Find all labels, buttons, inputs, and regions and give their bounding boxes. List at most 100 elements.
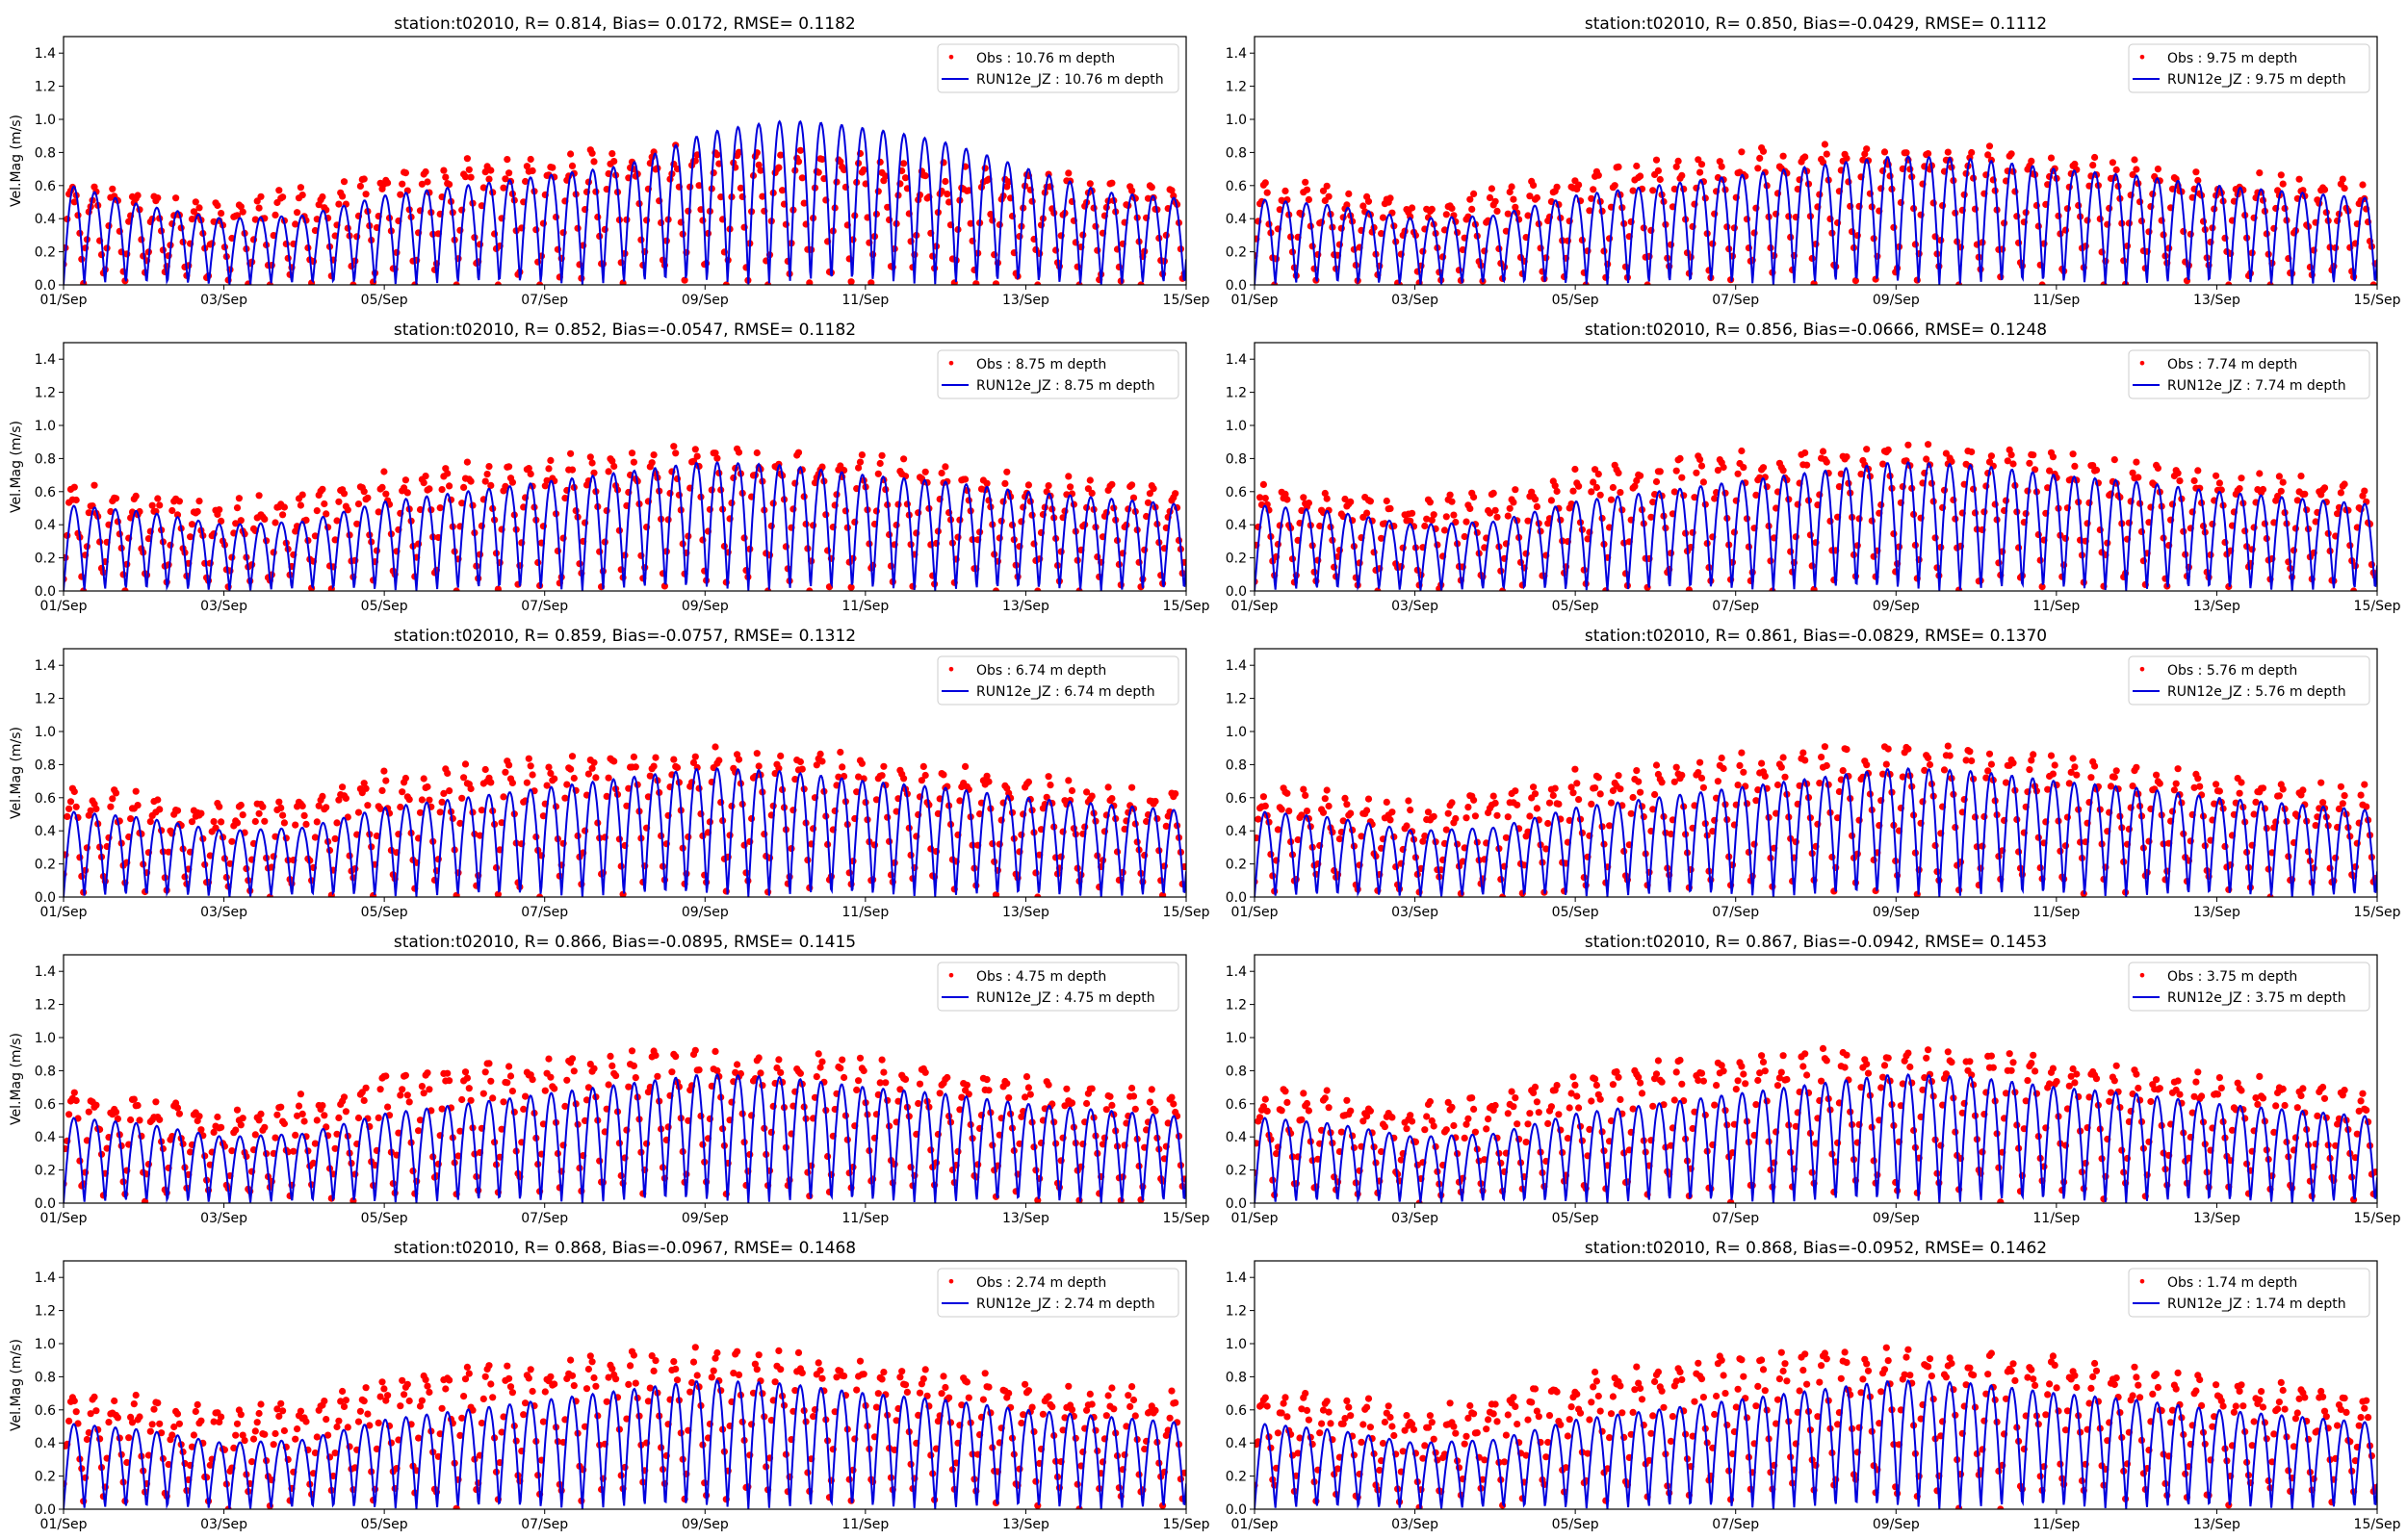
obs-point (1740, 1070, 1747, 1078)
x-tick-label: 07/Sep (521, 905, 568, 920)
obs-point (1358, 833, 1365, 840)
obs-point (1294, 835, 1302, 844)
obs-point (938, 469, 945, 477)
obs-point (1611, 182, 1618, 190)
obs-point (1588, 194, 1595, 202)
obs-point (2277, 171, 2285, 179)
obs-point (375, 1114, 382, 1121)
obs-point (382, 777, 390, 784)
obs-point (1086, 476, 1094, 484)
obs-point (1419, 837, 1427, 845)
x-tick-label: 07/Sep (1712, 599, 1759, 614)
obs-point (958, 1093, 966, 1101)
obs-point (855, 773, 863, 781)
obs-point (65, 805, 73, 812)
obs-point (1506, 188, 1514, 196)
x-tick-label: 07/Sep (1712, 1211, 1759, 1226)
obs-point (2194, 775, 2202, 783)
obs-point (401, 476, 409, 484)
obs-point (1504, 512, 1512, 520)
obs-point (206, 852, 214, 860)
obs-point (218, 1123, 225, 1131)
obs-point (485, 175, 493, 183)
obs-point (746, 1150, 754, 1159)
y-tick-label: 0.0 (35, 584, 56, 600)
obs-point (2061, 842, 2070, 850)
obs-point (418, 796, 426, 804)
obs-point (214, 201, 221, 210)
x-tick-label: 03/Sep (1391, 293, 1438, 308)
obs-point (2089, 462, 2097, 470)
obs-point (1818, 1077, 1825, 1085)
obs-point (1300, 1090, 1307, 1097)
obs-point (1843, 154, 1851, 163)
obs-point (735, 756, 743, 763)
obs-point (1386, 194, 1394, 202)
legend-obs-marker: • (946, 966, 955, 985)
obs-point (675, 491, 684, 499)
obs-point (847, 583, 855, 591)
obs-point (1086, 180, 1094, 188)
obs-point (1452, 518, 1460, 526)
obs-point (2026, 459, 2033, 467)
obs-point (1024, 1084, 1032, 1091)
obs-point (438, 1105, 446, 1113)
obs-point (280, 819, 288, 827)
y-tick-label: 0.6 (35, 791, 56, 807)
obs-point (1884, 446, 1892, 453)
obs-point (2299, 187, 2307, 194)
obs-point (1462, 518, 1470, 526)
obs-point (1819, 1044, 1827, 1052)
y-tick-label: 1.2 (1226, 80, 1247, 95)
obs-point (1699, 783, 1707, 791)
obs-point (1321, 489, 1329, 498)
obs-point (547, 769, 555, 778)
obs-point (1569, 487, 1577, 495)
obs-point (1734, 470, 1742, 477)
obs-point (855, 1077, 863, 1085)
obs-point (331, 834, 339, 843)
obs-point (415, 1127, 423, 1135)
obs-point (453, 281, 460, 285)
obs-point (362, 1084, 370, 1091)
obs-point (399, 1086, 406, 1093)
y-tick-label: 0.4 (1226, 824, 1247, 839)
obs-point (2215, 479, 2223, 487)
obs-point (487, 167, 495, 174)
obs-point (1302, 178, 1309, 186)
obs-point (2330, 877, 2338, 885)
obs-point (438, 798, 446, 807)
obs-point (1512, 1094, 1519, 1102)
obs-point (701, 871, 709, 879)
y-tick-label: 0.8 (1226, 757, 1247, 773)
legend-box (2128, 43, 2370, 93)
obs-point (839, 763, 846, 771)
obs-point (502, 482, 509, 490)
obs-point (1129, 1092, 1138, 1100)
obs-point (1553, 487, 1561, 496)
obs-point (1026, 1091, 1034, 1098)
obs-point (712, 1047, 719, 1055)
obs-point (1810, 585, 1818, 591)
obs-point (1102, 1106, 1110, 1114)
obs-point (1544, 1119, 1552, 1127)
obs-point (1502, 834, 1510, 841)
obs-point (335, 1114, 343, 1121)
obs-point (608, 457, 616, 465)
obs-point (1341, 794, 1349, 803)
obs-point (858, 759, 867, 767)
obs-point (485, 463, 493, 471)
obs-point (212, 824, 220, 832)
axes-frame (63, 648, 1187, 898)
obs-point (584, 1084, 593, 1091)
obs-point (280, 1119, 288, 1128)
obs-point (1300, 785, 1307, 793)
obs-point (2030, 451, 2037, 459)
obs-point (2123, 243, 2132, 250)
obs-point (2252, 798, 2260, 807)
obs-point (1405, 797, 1412, 805)
obs-point (818, 463, 826, 471)
obs-point (255, 204, 263, 212)
obs-point (2275, 473, 2283, 480)
obs-point (806, 279, 814, 285)
